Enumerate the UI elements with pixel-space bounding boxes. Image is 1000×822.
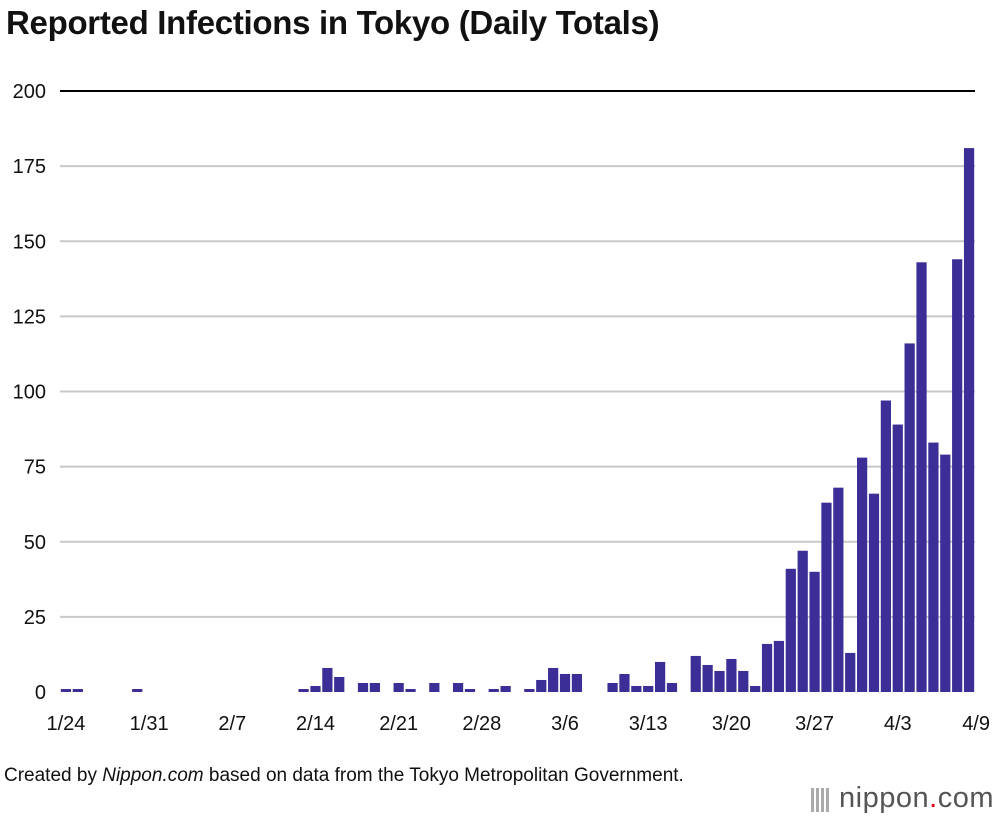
bar-2-18 [357,682,369,692]
y-axis-ticks: 0 25 50 75 100 125 150 175 200 [13,81,46,704]
source-credit: Created by Nippon.com based on data from… [4,763,764,789]
bar-1-30 [132,689,143,692]
bar-2-14 [310,685,321,692]
y-tick-label: 25 [24,607,46,629]
x-tick-label: 4/3 [884,713,912,735]
bar-3-24 [773,640,785,692]
x-tick-label: 4/9 [962,713,990,735]
bar-3-12 [631,685,642,692]
bar-3-29 [833,487,844,692]
bar-2-26 [452,682,464,692]
bar-4-7 [940,454,951,692]
logo-tld: com [937,782,994,814]
x-tick-label: 3/20 [712,713,751,735]
bar-3-11 [619,673,630,692]
bar-3-5 [548,667,559,692]
bar-3-19 [714,670,725,692]
bar-2-22 [405,689,416,692]
bar-4-5 [916,262,927,692]
bar-4-1 [868,493,880,692]
x-axis-ticks: 1/24 1/31 2/7 2/14 2/21 2/28 3/6 3/13 3/20 3/27 4/… [46,713,990,735]
bar-4-8 [952,259,963,692]
bar-3-22 [750,685,761,692]
bar-3-14 [654,661,666,692]
bar-3-17 [690,655,701,692]
bar-3-25 [785,568,796,692]
bar-3-23 [761,643,773,692]
gridlines [60,90,975,618]
x-tick-label: 2/7 [218,713,246,735]
bar-3-6 [559,673,571,692]
bar-2-27 [464,689,476,692]
bar-1-25 [72,689,83,692]
x-tick-label: 3/13 [629,713,668,735]
credit-prefix: Created by [4,765,103,786]
bar-3-15 [666,682,678,692]
x-tick-label: 3/27 [795,713,834,735]
bar-4-6 [928,442,939,692]
bar-3-27 [809,571,820,692]
logo-mark-icon [811,783,831,816]
x-tick-label: 2/21 [379,713,418,735]
bar-2-15 [322,667,333,692]
y-tick-label: 200 [13,81,46,103]
x-tick-label: 2/28 [462,713,501,735]
bar-4-2 [880,400,891,692]
credit-source: Nippon.com [102,765,204,786]
y-tick-label: 50 [24,532,46,554]
bar-4-4 [904,343,915,692]
bar-1-24 [60,689,72,692]
y-tick-label: 150 [13,231,46,253]
bar-3-20 [726,658,737,692]
bar-3-13 [643,685,654,692]
bar-3-7 [571,673,583,692]
credit-suffix: based on data from the Tokyo Metropolita… [203,765,684,786]
x-tick-label: 2/14 [296,713,335,735]
bar-chart: 0 25 50 75 100 125 150 175 200 1/24 1/31 2/7 2/14 2/… [13,81,990,735]
bar-3-30 [845,652,856,692]
y-tick-label: 175 [13,156,46,178]
bar-3-3 [524,689,535,692]
bar-2-21 [393,682,404,692]
bar-3-31 [857,457,868,692]
bar-4-3 [892,424,903,692]
bar-3-26 [797,550,808,692]
y-tick-label: 75 [24,457,46,479]
bar-3-21 [738,670,749,692]
x-tick-label: 3/6 [551,713,579,735]
bar-3-4 [536,679,547,692]
y-tick-label: 0 [35,682,46,704]
x-tick-label: 1/24 [46,713,85,735]
bar-2-19 [369,682,381,692]
bar-3-1 [500,685,511,692]
bar-2-16 [334,676,345,692]
y-tick-label: 100 [13,382,46,404]
x-tick-label: 1/31 [130,713,169,735]
bar-2-24 [429,682,440,692]
bar-2-29 [488,689,499,692]
bar-4-9 [963,148,975,693]
bar-3-18 [702,664,713,692]
chart-title: Reported Infections in Tokyo (Daily Tota… [6,4,660,41]
bars [60,148,975,693]
bar-2-13 [298,689,309,692]
logo-name: nippon [839,782,930,814]
bar-3-28 [821,502,832,692]
bar-3-10 [607,682,618,692]
nippon-logo: nippon.com [811,782,994,816]
y-tick-label: 125 [13,306,46,328]
logo-dot: . [929,782,938,814]
